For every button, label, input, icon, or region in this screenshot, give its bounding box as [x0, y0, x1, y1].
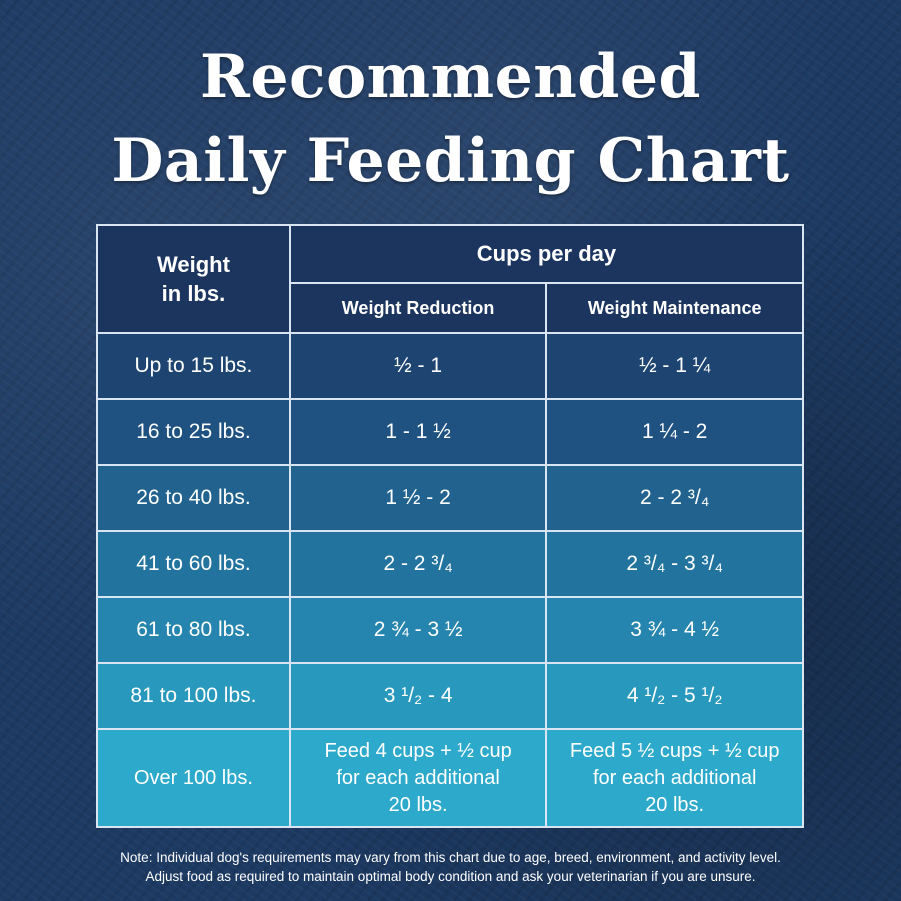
cups-per-day-header: Cups per day — [288, 224, 805, 284]
weight-cell: 81 to 100 lbs. — [96, 662, 291, 730]
weight-cell: 61 to 80 lbs. — [96, 596, 291, 664]
feeding-chart-table: Weight in lbs. Cups per day Weight Reduc… — [96, 224, 805, 828]
maintenance-cell: 4 ¹/₂ - 5 ¹/₂ — [545, 662, 804, 730]
table-row: 41 to 60 lbs. 2 - 2 ³/₄ 2 ³/₄ - 3 ³/₄ — [96, 530, 804, 598]
reduction-line: 20 lbs. — [388, 793, 448, 816]
weight-cell: 41 to 60 lbs. — [96, 530, 291, 598]
weight-maintenance-header: Weight Maintenance — [545, 282, 804, 334]
title-line-2: Daily Feeding Chart — [111, 126, 790, 196]
table-row: 61 to 80 lbs. 2 ¾ - 3 ½ 3 ¾ - 4 ½ — [96, 596, 804, 664]
reduction-cell: Feed 4 cups + ½ cup for each additional … — [288, 728, 548, 828]
reduction-cell: 1 ½ - 2 — [288, 464, 548, 532]
maintenance-cell: 2 - 2 ³/₄ — [545, 464, 804, 532]
maintenance-cell: 1 ¼ - 2 — [545, 398, 804, 466]
table-row: 81 to 100 lbs. 3 ¹/₂ - 4 4 ¹/₂ - 5 ¹/₂ — [96, 662, 804, 730]
footnote-line-1: Note: Individual dog's requirements may … — [120, 850, 781, 865]
maintenance-cell: ½ - 1 ¼ — [545, 332, 804, 400]
weight-reduction-header: Weight Reduction — [288, 282, 548, 334]
footnote: Note: Individual dog's requirements may … — [40, 848, 861, 886]
subheader-row: Weight Reduction Weight Maintenance — [97, 282, 804, 334]
table-row: 16 to 25 lbs. 1 - 1 ½ 1 ¼ - 2 — [96, 398, 804, 466]
maintenance-cell: 3 ¾ - 4 ½ — [545, 596, 804, 664]
maintenance-cell: Feed 5 ½ cups + ½ cup for each additiona… — [545, 728, 804, 828]
weight-cell: Over 100 lbs. — [96, 728, 291, 828]
footnote-line-2: Adjust food as required to maintain opti… — [145, 869, 756, 884]
header-row: Weight in lbs. Cups per day — [96, 224, 805, 334]
table-row: 26 to 40 lbs. 1 ½ - 2 2 - 2 ³/₄ — [96, 464, 804, 532]
reduction-line: for each additional — [336, 766, 500, 789]
table-row: Up to 15 lbs. ½ - 1 ½ - 1 ¼ — [96, 332, 804, 400]
reduction-cell: 3 ¹/₂ - 4 — [288, 662, 548, 730]
maintenance-cell: 2 ³/₄ - 3 ³/₄ — [545, 530, 804, 598]
title-line-1: Recommended — [200, 42, 701, 112]
weight-header-line-2: in lbs. — [161, 281, 226, 306]
weight-cell: Up to 15 lbs. — [96, 332, 291, 400]
weight-cell: 26 to 40 lbs. — [96, 464, 291, 532]
weight-column-header: Weight in lbs. — [96, 224, 291, 334]
weight-header-line-1: Weight — [156, 252, 230, 277]
maintenance-line: Feed 5 ½ cups + ½ cup — [569, 739, 780, 762]
reduction-line: Feed 4 cups + ½ cup — [324, 739, 512, 762]
reduction-cell: 1 - 1 ½ — [288, 398, 548, 466]
reduction-cell: ½ - 1 — [288, 332, 548, 400]
reduction-cell: 2 - 2 ³/₄ — [288, 530, 548, 598]
reduction-cell: 2 ¾ - 3 ½ — [288, 596, 548, 664]
maintenance-line: for each additional — [592, 766, 757, 789]
maintenance-line: 20 lbs. — [645, 793, 705, 816]
weight-cell: 16 to 25 lbs. — [96, 398, 291, 466]
table-row: Over 100 lbs. Feed 4 cups + ½ cup for ea… — [96, 728, 804, 828]
